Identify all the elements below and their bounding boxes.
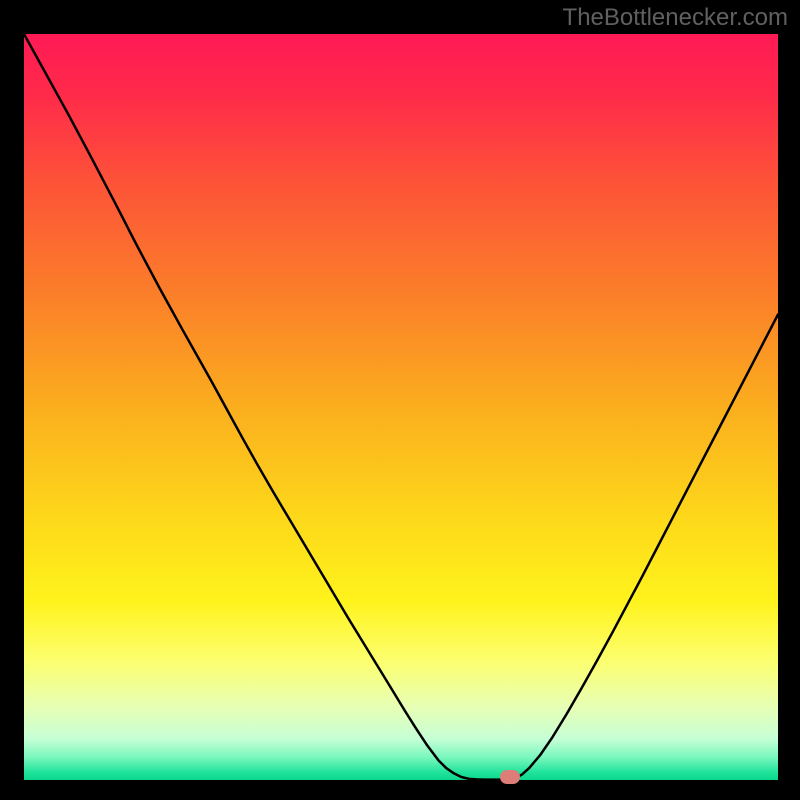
watermark-text: TheBottlenecker.com: [563, 4, 788, 32]
bottleneck-curve: [24, 34, 778, 780]
optimal-point-marker: [500, 770, 520, 784]
plot-area: [24, 34, 778, 780]
chart-frame: TheBottlenecker.com: [0, 0, 800, 800]
